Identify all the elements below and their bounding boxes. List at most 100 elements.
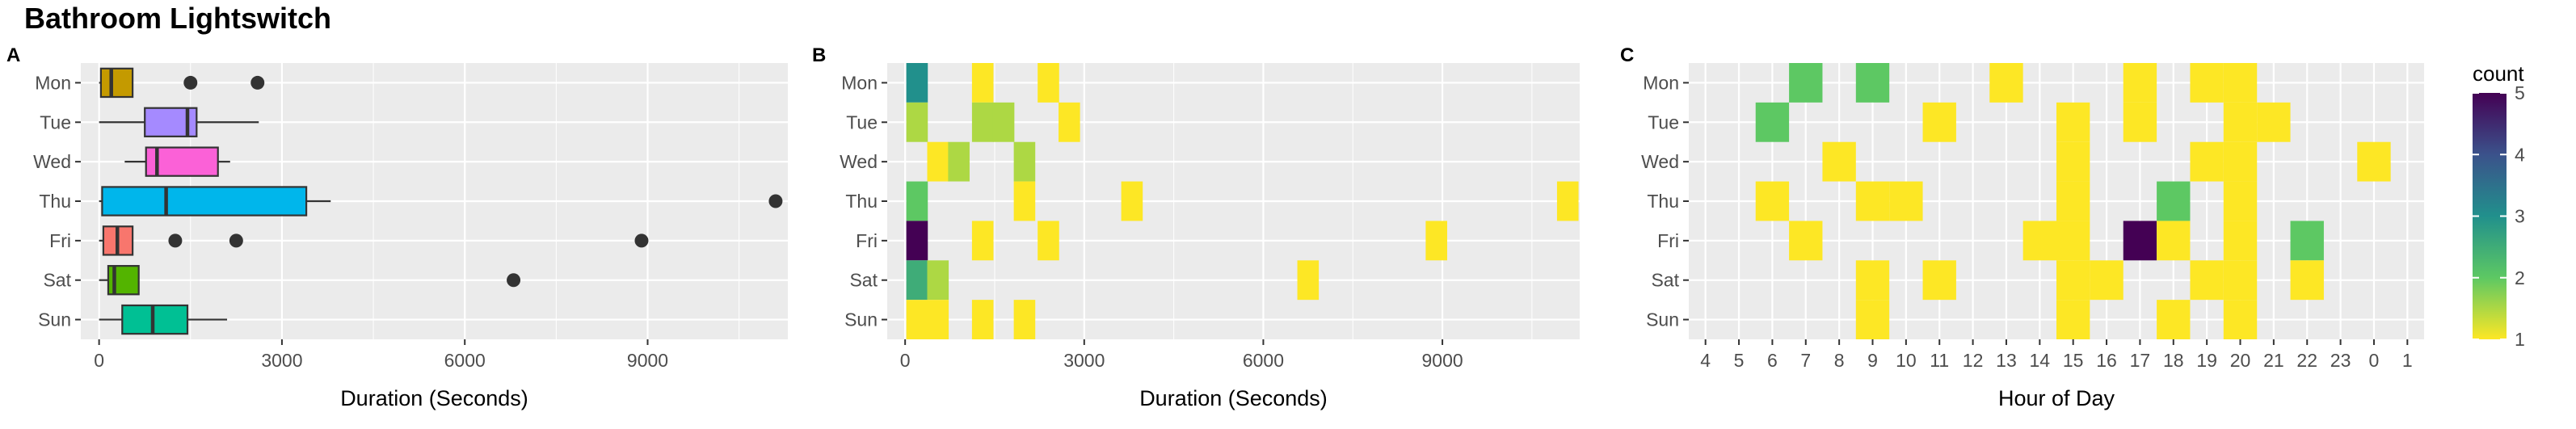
box-sun	[121, 304, 189, 335]
heatmap-c-cell	[2290, 221, 2324, 261]
box-thu	[101, 186, 308, 217]
heatmap-c-cell	[1989, 63, 2023, 103]
panel-c-x-tick-label: 6	[1767, 350, 1778, 371]
heatmap-b-cell	[971, 63, 994, 103]
heatmap-b-cell	[927, 300, 949, 339]
heatmap-c-cell	[1855, 300, 1890, 339]
box-outlier-point	[507, 273, 521, 288]
panel-c-x-tick-label: 10	[1896, 350, 1917, 371]
heatmap-b-cell	[906, 102, 928, 142]
heatmap-c-cell	[2190, 141, 2224, 182]
heatmap-c-cell	[2056, 260, 2090, 301]
heatmap-b-cell	[1059, 102, 1080, 142]
heatmap-c-cell	[2123, 221, 2157, 261]
panel-a-y-tick-label: Thu	[39, 191, 71, 212]
heatmap-c-cell	[1855, 260, 1890, 301]
panel-c-y-tick-label: Thu	[1647, 191, 1679, 212]
heatmap-c-cell	[1755, 102, 1790, 142]
panel-a-y-tick-label: Sun	[38, 309, 71, 330]
heatmap-c-cell	[2357, 141, 2391, 182]
panel-c-y-tick-label: Sat	[1651, 270, 1679, 291]
heatmap-c-cell	[1789, 63, 1823, 103]
heatmap-c-cell	[2223, 300, 2258, 339]
heatmap-b-cell	[1013, 181, 1036, 221]
box-mon	[99, 67, 134, 99]
heatmap-c-cell	[2223, 260, 2258, 301]
heatmap-b-cell	[992, 102, 1015, 142]
heatmap-c-cell	[2056, 181, 2090, 221]
box-outlier-point	[183, 75, 198, 90]
heatmap-b-cell	[927, 141, 949, 182]
panel-c-y-tick-label: Wed	[1641, 151, 1679, 172]
panel-b-y-tick-label: Sun	[844, 309, 878, 330]
heatmap-b-cell	[1425, 221, 1447, 261]
box-outlier-point	[250, 75, 265, 90]
panel-c-x-tick-label: 19	[2196, 350, 2217, 371]
heatmap-c-cell	[1822, 141, 1856, 182]
heatmap-c-cell	[2290, 260, 2324, 301]
panel-a-y-tick-label: Tue	[40, 111, 71, 132]
heatmap-c-cell	[2223, 221, 2258, 261]
panel-b-x-tick-label: 9000	[1421, 350, 1463, 371]
box-outlier-point	[634, 233, 649, 248]
legend-tick-label: 3	[2515, 206, 2525, 227]
panel-c-x-tick-label: 5	[1734, 350, 1745, 371]
panel-b-x-axis-title: Duration (Seconds)	[1139, 386, 1328, 410]
panel-b-x-tick-label: 0	[900, 350, 911, 371]
panel-c-x-tick-label: 7	[1800, 350, 1811, 371]
panel-b-y-tick-label: Wed	[840, 151, 878, 172]
panel-b-y-tick-label: Tue	[846, 111, 878, 132]
panel-c-x-axis-title: Hour of Day	[1998, 386, 2115, 410]
panel-c-x-tick-label: 21	[2263, 350, 2284, 371]
panel-c-y-tick-label: Sun	[1646, 309, 1679, 330]
panel-c-x-tick-label: 1	[2402, 350, 2413, 371]
panel-c-x-tick-label: 12	[1963, 350, 1984, 371]
panel-c-y-tick-label: Tue	[1648, 111, 1679, 132]
heatmap-b-cell	[1013, 300, 1036, 339]
panel-a-x-tick-label: 0	[94, 350, 104, 371]
panel-c-y-tick-label: Fri	[1657, 230, 1679, 251]
heatmap-c-cell	[2223, 141, 2258, 182]
heatmap-c-cell	[2123, 63, 2157, 103]
heatmap-c-cell	[2223, 102, 2258, 142]
heatmap-c-cell	[2056, 141, 2090, 182]
legend-title: count	[2473, 61, 2524, 86]
heatmap-c-cell	[2056, 221, 2090, 261]
heatmap-b-cell	[971, 102, 994, 142]
box-outlier-point	[768, 194, 783, 208]
panel-c-x-tick-label: 11	[1930, 350, 1949, 371]
heatmap-c-cell	[1855, 181, 1890, 221]
panel-b-y-tick-label: Sat	[849, 270, 878, 291]
panel-a-panel-tag: A	[6, 44, 20, 66]
panel-c-x-tick-label: 18	[2163, 350, 2184, 371]
panel-c-y-tick-label: Mon	[1643, 72, 1679, 93]
heatmap-c-cell	[2056, 300, 2090, 339]
heatmap-b-cell	[906, 181, 928, 221]
heatmap-c-cell	[2223, 181, 2258, 221]
heatmap-b-cell	[1038, 221, 1059, 261]
panel-a-y-tick-label: Mon	[35, 72, 71, 93]
heatmap-b-cell	[906, 221, 928, 261]
heatmap-b-cell	[1013, 141, 1036, 182]
panel-b-x-tick-label: 6000	[1243, 350, 1284, 371]
heatmap-c-cell	[2190, 260, 2224, 301]
heatmap-c-cell	[2157, 221, 2191, 261]
panel-c-x-tick-label: 9	[1867, 350, 1878, 371]
panel-a-y-tick-label: Fri	[49, 230, 71, 251]
chart-title: Bathroom Lightswitch	[24, 2, 331, 35]
box-outlier-point	[168, 233, 183, 248]
heatmap-c-cell	[1789, 221, 1823, 261]
panel-c-x-tick-label: 4	[1700, 350, 1711, 371]
panel-b-panel-tag: B	[812, 44, 826, 66]
panel-c-x-tick-label: 8	[1834, 350, 1845, 371]
legend-tick-label: 4	[2515, 144, 2525, 165]
panel-a-y-tick-label: Sat	[43, 270, 71, 291]
panel-c-x-tick-label: 0	[2369, 350, 2380, 371]
heatmap-c-cell	[1755, 181, 1790, 221]
legend-tick-label: 2	[2515, 267, 2525, 288]
panel-a-x-tick-label: 3000	[261, 350, 302, 371]
heatmap-b-cell	[906, 300, 928, 339]
heatmap-b-cell	[1038, 63, 1059, 103]
panel-a-x-tick-label: 6000	[444, 350, 486, 371]
